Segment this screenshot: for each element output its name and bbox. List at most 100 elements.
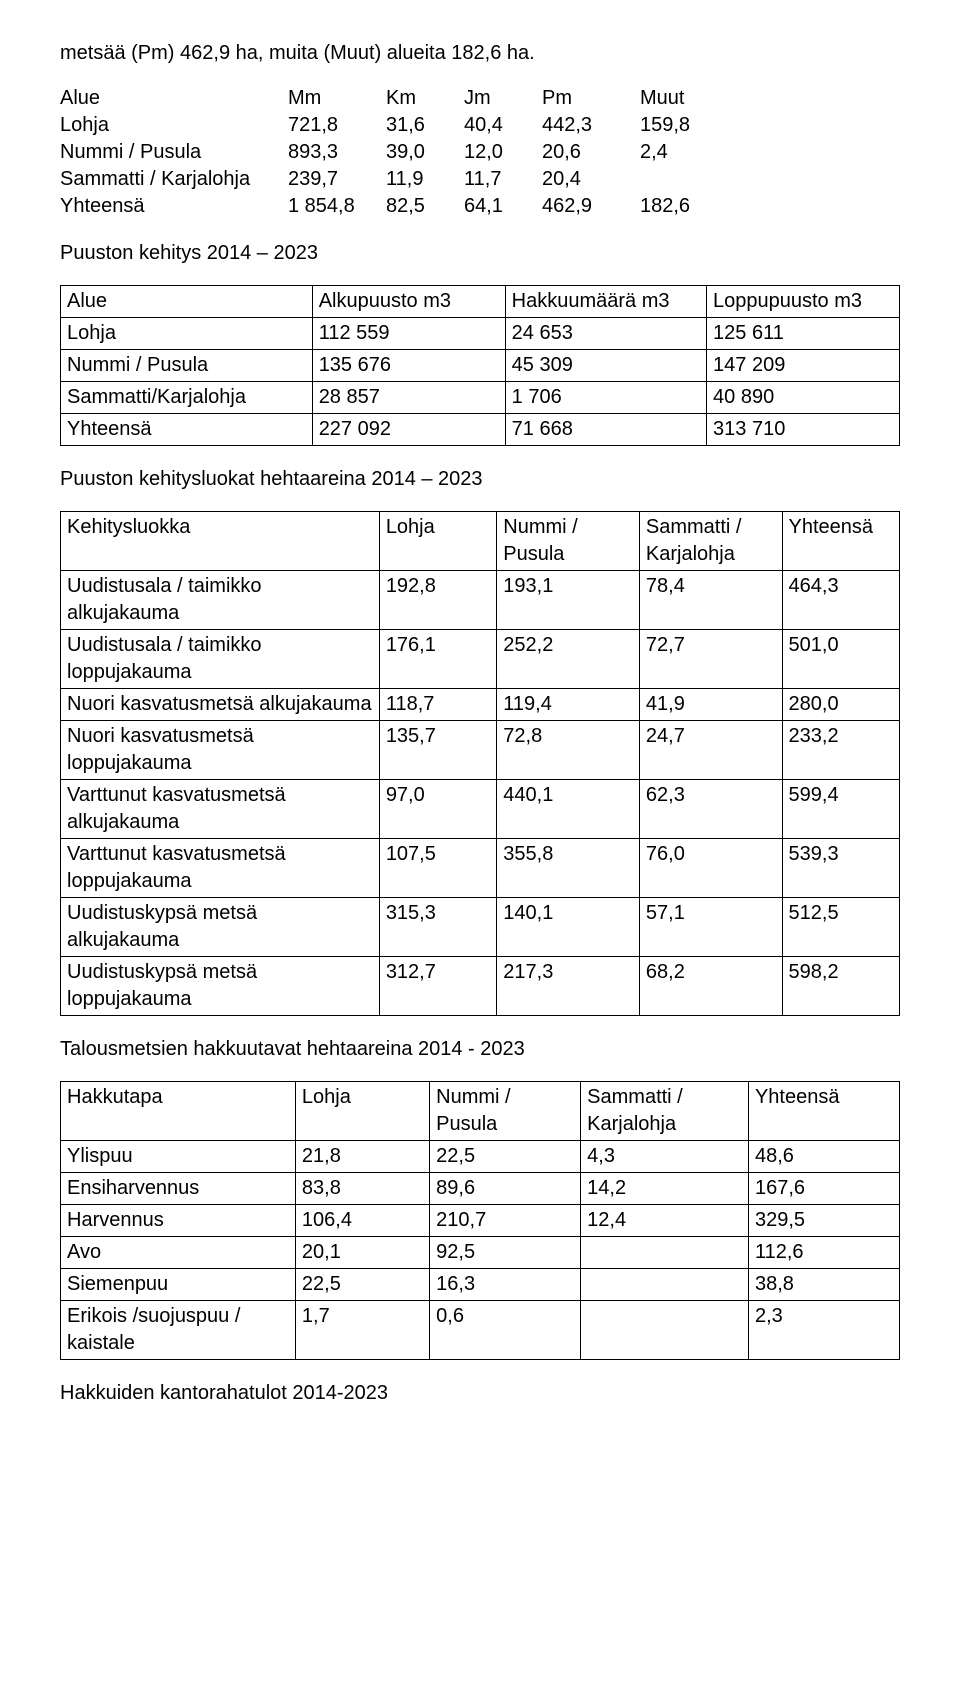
table-row: Uudistusala / taimikko loppujakauma176,1… <box>61 630 900 689</box>
cell: Lohja <box>60 112 288 139</box>
table-row: Harvennus106,4210,712,4329,5 <box>61 1205 900 1237</box>
cell: 16,3 <box>430 1269 581 1301</box>
cell: Nummi / Pusula <box>61 350 313 382</box>
cell: 72,7 <box>639 630 782 689</box>
cell: 22,5 <box>295 1269 429 1301</box>
cell: 48,6 <box>748 1141 899 1173</box>
cell: Lohja <box>61 318 313 350</box>
table-row: Nuori kasvatusmetsä loppujakauma135,772,… <box>61 721 900 780</box>
cell: 159,8 <box>640 112 738 139</box>
intro-text: metsää (Pm) 462,9 ha, muita (Muut) aluei… <box>60 40 900 67</box>
cell: 40,4 <box>464 112 542 139</box>
cell: 12,4 <box>581 1205 749 1237</box>
table-row: Ylispuu 21,8 22,5 4,3 48,6 <box>61 1141 900 1173</box>
cell: 462,9 <box>542 193 640 220</box>
heading-kantorahatulot: Hakkuiden kantorahatulot 2014-2023 <box>60 1380 900 1407</box>
th-yhteensa: Yhteensä <box>782 512 899 571</box>
cell: 442,3 <box>542 112 640 139</box>
th-loppupuusto: Loppupuusto m3 <box>707 286 900 318</box>
cell: 227 092 <box>312 414 505 446</box>
cell: 440,1 <box>497 780 640 839</box>
cell: 62,3 <box>639 780 782 839</box>
heading-kehitysluokat: Puuston kehitysluokat hehtaareina 2014 –… <box>60 466 900 493</box>
table-row: Uudistuskypsä metsä alkujakauma315,3140,… <box>61 898 900 957</box>
cell: 24 653 <box>505 318 706 350</box>
cell: 125 611 <box>707 318 900 350</box>
table-row: Varttunut kasvatusmetsä loppujakauma107,… <box>61 839 900 898</box>
cell: 41,9 <box>639 689 782 721</box>
cell: 464,3 <box>782 571 899 630</box>
table-row: Lohja112 55924 653125 611 <box>61 318 900 350</box>
table-row: Nummi / Pusula893,339,012,020,62,4 <box>60 139 738 166</box>
cell: Varttunut kasvatusmetsä loppujakauma <box>61 839 380 898</box>
cell: 22,5 <box>430 1141 581 1173</box>
th-nummi: Nummi / Pusula <box>430 1082 581 1141</box>
cell: 20,6 <box>542 139 640 166</box>
cell: Uudistusala / taimikko loppujakauma <box>61 630 380 689</box>
th-alue: Alue <box>60 85 288 112</box>
cell: 1 706 <box>505 382 706 414</box>
cell: 233,2 <box>782 721 899 780</box>
cell: Ylispuu <box>61 1141 296 1173</box>
cell: Uudistuskypsä metsä loppujakauma <box>61 957 380 1016</box>
th-kehitysluokka: Kehitysluokka <box>61 512 380 571</box>
cell: 2,4 <box>640 139 738 166</box>
table-row: Varttunut kasvatusmetsä alkujakauma97,04… <box>61 780 900 839</box>
cell: 97,0 <box>379 780 496 839</box>
cell: 252,2 <box>497 630 640 689</box>
cell: 501,0 <box>782 630 899 689</box>
cell: Ensiharvennus <box>61 1173 296 1205</box>
cell: Yhteensä <box>60 193 288 220</box>
cell: 140,1 <box>497 898 640 957</box>
cell: 57,1 <box>639 898 782 957</box>
table-row: Ensiharvennus 83,8 89,614,2167,6 <box>61 1173 900 1205</box>
cell: 71 668 <box>505 414 706 446</box>
table-row: Uudistuskypsä metsä loppujakauma312,7217… <box>61 957 900 1016</box>
th-yhteensa: Yhteensä <box>748 1082 899 1141</box>
cell <box>640 166 738 193</box>
cell: 20,4 <box>542 166 640 193</box>
cell: 192,8 <box>379 571 496 630</box>
cell: Sammatti/Karjalohja <box>61 382 313 414</box>
cell: 78,4 <box>639 571 782 630</box>
th-lohja: Lohja <box>379 512 496 571</box>
table-row: Sammatti/Karjalohja 28 857 1 706 40 890 <box>61 382 900 414</box>
th-km: Km <box>386 85 464 112</box>
th-sammatti: Sammatti / Karjalohja <box>639 512 782 571</box>
th-nummi: Nummi / Pusula <box>497 512 640 571</box>
cell: 64,1 <box>464 193 542 220</box>
cell: 598,2 <box>782 957 899 1016</box>
table-puusto: Alue Alkupuusto m3 Hakkuumäärä m3 Loppup… <box>60 285 900 446</box>
th-alue: Alue <box>61 286 313 318</box>
cell: 112 559 <box>312 318 505 350</box>
cell: 329,5 <box>748 1205 899 1237</box>
table-row: Kehitysluokka Lohja Nummi / Pusula Samma… <box>61 512 900 571</box>
cell <box>581 1237 749 1269</box>
cell: 2,3 <box>748 1301 899 1360</box>
cell: 11,7 <box>464 166 542 193</box>
cell: 135 676 <box>312 350 505 382</box>
th-lohja: Lohja <box>295 1082 429 1141</box>
table-row: Nuori kasvatusmetsä alkujakauma118,7119,… <box>61 689 900 721</box>
cell: 0,6 <box>430 1301 581 1360</box>
th-pm: Pm <box>542 85 640 112</box>
cell: 39,0 <box>386 139 464 166</box>
cell: 89,6 <box>430 1173 581 1205</box>
cell: 119,4 <box>497 689 640 721</box>
th-hakkutapa: Hakkutapa <box>61 1082 296 1141</box>
cell: 107,5 <box>379 839 496 898</box>
th-alkupuusto: Alkupuusto m3 <box>312 286 505 318</box>
cell: Sammatti / Karjalohja <box>60 166 288 193</box>
cell: 11,9 <box>386 166 464 193</box>
cell: 893,3 <box>288 139 386 166</box>
cell: 721,8 <box>288 112 386 139</box>
cell: 45 309 <box>505 350 706 382</box>
cell: 355,8 <box>497 839 640 898</box>
cell: 82,5 <box>386 193 464 220</box>
cell: 92,5 <box>430 1237 581 1269</box>
table-areas: Alue Mm Km Jm Pm Muut Lohja721,831,640,4… <box>60 85 738 220</box>
table-row: Lohja721,831,640,4442,3159,8 <box>60 112 738 139</box>
table-row: Alue Alkupuusto m3 Hakkuumäärä m3 Loppup… <box>61 286 900 318</box>
cell: 135,7 <box>379 721 496 780</box>
table-row: Yhteensä227 09271 668313 710 <box>61 414 900 446</box>
